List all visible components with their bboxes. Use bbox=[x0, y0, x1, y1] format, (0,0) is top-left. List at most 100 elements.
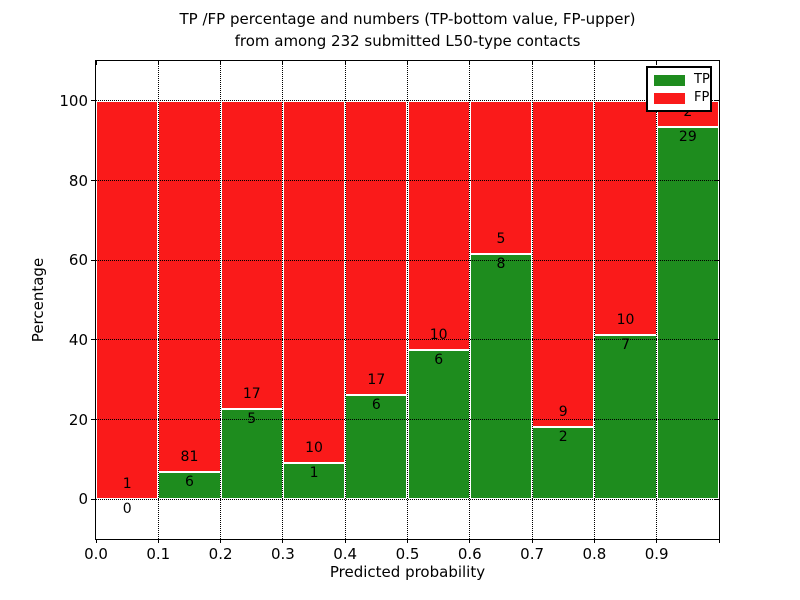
tp-count-label: 6 bbox=[184, 473, 194, 490]
x-tick-label: 0.6 bbox=[457, 545, 482, 563]
y-tick-mark bbox=[91, 180, 95, 181]
y-tick-mark-right bbox=[714, 498, 718, 500]
x-tick-mark-top bbox=[656, 61, 658, 65]
legend-entry-tp: TP bbox=[654, 73, 710, 87]
horizontal-gridline bbox=[96, 339, 719, 341]
chart-title: TP /FP percentage and numbers (TP-bottom… bbox=[95, 8, 720, 52]
x-tick-label: 0.1 bbox=[146, 545, 171, 563]
y-tick-mark bbox=[91, 259, 95, 261]
bar-segment-tp bbox=[220, 408, 283, 500]
bar-segment-fp bbox=[96, 100, 159, 500]
horizontal-gridline bbox=[96, 180, 719, 181]
vertical-gridline bbox=[531, 61, 533, 539]
tp-count-label: 29 bbox=[678, 128, 697, 145]
chart-title-line2: from among 232 submitted L50-type contac… bbox=[234, 32, 581, 50]
x-tick-label: 0.4 bbox=[333, 545, 358, 563]
x-tick-label: 0.9 bbox=[644, 545, 669, 563]
bar-segment-fp bbox=[345, 100, 408, 396]
x-tick-mark bbox=[157, 539, 159, 543]
bar-segment-tp bbox=[282, 462, 346, 500]
x-tick-mark bbox=[95, 539, 97, 543]
fp-count-label: 1 bbox=[122, 476, 132, 493]
x-tick-mark-top bbox=[95, 61, 97, 65]
legend: TP FP bbox=[646, 66, 712, 112]
bar-segment-fp bbox=[282, 100, 346, 463]
y-tick-mark-right bbox=[714, 419, 718, 420]
x-tick-label: 0.0 bbox=[84, 545, 108, 563]
x-tick-mark bbox=[344, 539, 346, 543]
y-tick-mark-right bbox=[714, 100, 718, 102]
horizontal-gridline bbox=[96, 419, 719, 420]
x-tick-label: 0.3 bbox=[270, 545, 295, 563]
tp-count-label: 6 bbox=[371, 397, 381, 414]
horizontal-gridline bbox=[96, 100, 719, 102]
vertical-gridline bbox=[407, 61, 408, 539]
bar-segment-tp bbox=[532, 426, 595, 500]
x-tick-mark-top bbox=[718, 61, 720, 65]
tp-count-label: 1 bbox=[309, 464, 319, 481]
bar-segment-tp bbox=[407, 349, 470, 500]
x-tick-label: 0.7 bbox=[520, 545, 545, 563]
vertical-gridline bbox=[220, 61, 222, 539]
bar-segment-tp bbox=[158, 471, 221, 500]
x-tick-mark bbox=[531, 539, 533, 543]
vertical-gridline bbox=[469, 61, 471, 539]
fp-count-label: 17 bbox=[242, 385, 261, 402]
plot-area: 108161751011761065892107229 bbox=[95, 60, 720, 540]
y-tick-mark bbox=[91, 498, 95, 500]
x-axis-label: Predicted probability bbox=[329, 563, 486, 581]
fp-count-label: 10 bbox=[305, 439, 323, 456]
y-tick-mark bbox=[91, 100, 95, 102]
x-tick-label: 0.2 bbox=[208, 545, 233, 563]
x-tick-mark-top bbox=[282, 61, 284, 65]
vertical-gridline bbox=[282, 61, 284, 539]
x-tick-mark bbox=[407, 539, 408, 543]
bar-segment-fp bbox=[594, 100, 657, 336]
y-tick-mark bbox=[91, 339, 95, 341]
x-tick-mark-top bbox=[593, 61, 595, 65]
legend-label-fp: FP bbox=[694, 90, 710, 105]
y-tick-mark bbox=[91, 419, 95, 420]
x-tick-mark-top bbox=[157, 61, 159, 65]
tp-count-label: 6 bbox=[434, 351, 444, 368]
fp-count-label: 9 bbox=[558, 403, 568, 420]
bar-segment-tp bbox=[345, 395, 408, 500]
x-tick-mark-top bbox=[531, 61, 533, 65]
chart-title-line1: TP /FP percentage and numbers (TP-bottom… bbox=[179, 10, 636, 28]
tp-count-label: 7 bbox=[621, 337, 630, 354]
x-tick-label: 0.8 bbox=[582, 545, 607, 563]
y-tick-mark-right bbox=[714, 180, 718, 181]
x-tick-mark bbox=[282, 539, 284, 543]
tp-count-label: 8 bbox=[496, 256, 506, 273]
fp-count-label: 10 bbox=[616, 312, 635, 329]
legend-patch-tp bbox=[654, 74, 685, 86]
y-tick-mark-right bbox=[714, 259, 718, 261]
x-tick-mark-top bbox=[344, 61, 346, 65]
horizontal-gridline bbox=[96, 498, 719, 500]
bar-segment-fp bbox=[158, 100, 221, 472]
y-tick-label: 60 bbox=[68, 251, 88, 270]
x-tick-mark bbox=[469, 539, 471, 543]
x-tick-mark bbox=[656, 539, 658, 543]
y-tick-mark-right bbox=[714, 339, 718, 341]
bar-segment-tp bbox=[469, 254, 533, 500]
x-tick-mark bbox=[593, 539, 595, 543]
y-tick-label: 100 bbox=[59, 91, 88, 110]
bar-segment-tp bbox=[656, 126, 719, 500]
legend-label-tp: TP bbox=[694, 72, 710, 87]
x-tick-mark-top bbox=[407, 61, 408, 65]
fp-count-label: 5 bbox=[496, 231, 506, 248]
tp-count-label: 5 bbox=[247, 410, 257, 427]
fp-count-label: 17 bbox=[367, 372, 386, 389]
bar-segment-fp bbox=[407, 100, 470, 350]
y-tick-label: 40 bbox=[68, 330, 88, 349]
fp-count-label: 10 bbox=[429, 326, 448, 343]
y-tick-label: 0 bbox=[78, 490, 88, 509]
vertical-gridline bbox=[157, 61, 159, 539]
y-axis-label: Percentage bbox=[29, 257, 47, 343]
tp-count-label: 2 bbox=[558, 428, 568, 445]
x-tick-mark-top bbox=[469, 61, 471, 65]
legend-entry-fp: FP bbox=[654, 91, 710, 105]
x-tick-mark bbox=[718, 539, 720, 543]
